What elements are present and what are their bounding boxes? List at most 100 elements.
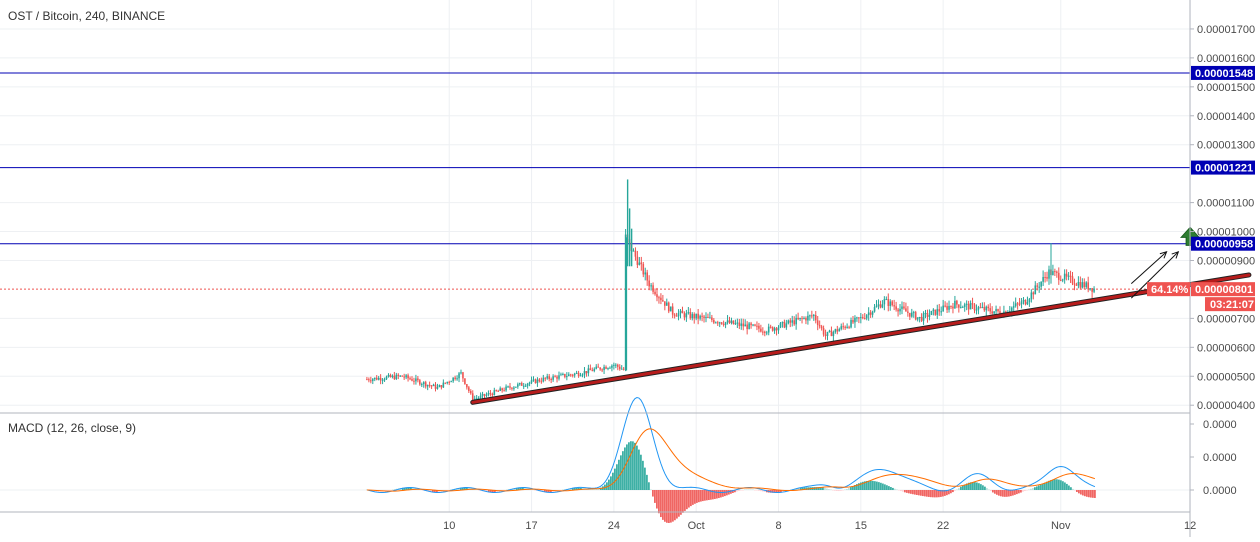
macd-histogram-bar — [846, 488, 848, 490]
candle-body — [722, 323, 725, 325]
macd-histogram-bar — [1042, 483, 1044, 490]
macd-histogram-bar — [884, 484, 886, 490]
macd-histogram-bar — [1060, 480, 1062, 490]
macd-histogram-bar — [752, 489, 754, 490]
macd-histogram-bar — [896, 489, 898, 490]
candle-body — [877, 304, 880, 306]
macd-histogram-bar — [506, 489, 508, 490]
macd-histogram-bar — [1034, 487, 1036, 490]
countdown-badge — [1205, 297, 1255, 312]
candle-body — [636, 256, 639, 265]
candle-body — [999, 311, 1001, 315]
candle-body — [793, 320, 795, 325]
candle-body — [548, 376, 550, 380]
candle-body — [997, 309, 999, 312]
candle-body — [513, 387, 515, 389]
macd-histogram-bar — [1012, 490, 1014, 496]
macd-histogram-bar — [1088, 490, 1090, 498]
candle-body — [558, 375, 560, 379]
macd-histogram-bar — [952, 490, 954, 493]
candle-body — [852, 320, 854, 323]
candle-body — [632, 250, 635, 252]
macd-histogram-bar — [734, 490, 736, 493]
macd-histogram-bar — [870, 480, 872, 490]
candle-body — [828, 330, 831, 332]
candle-body — [934, 309, 937, 315]
candle-body — [615, 364, 617, 366]
macd-histogram-bar — [1052, 479, 1054, 490]
candle-body — [971, 303, 974, 305]
candle-body — [963, 304, 966, 307]
candle-body — [669, 306, 672, 312]
candle-body — [863, 318, 866, 320]
macd-histogram-bar — [662, 490, 664, 520]
candle-body — [393, 375, 396, 380]
candle-body — [587, 368, 590, 374]
candle-body — [983, 306, 986, 311]
macd-histogram-bar — [466, 487, 468, 490]
candle-body — [566, 376, 568, 378]
candle-body — [1022, 299, 1025, 302]
macd-histogram-bar — [490, 490, 492, 493]
candle-body — [693, 314, 696, 319]
macd-histogram-bar — [992, 490, 994, 493]
price-candles-layer — [366, 179, 1095, 404]
candle-body — [460, 372, 462, 374]
candle-body — [912, 312, 915, 314]
candle-body — [595, 366, 598, 369]
candle-body — [916, 317, 919, 320]
y-tick-label: 0.00001000 — [1197, 227, 1255, 239]
candle-body — [679, 310, 682, 314]
candle-body — [1059, 279, 1062, 281]
macd-histogram-bar — [972, 482, 974, 490]
candle-body — [1079, 282, 1082, 288]
candle-body — [609, 367, 611, 369]
macd-histogram-bar — [548, 490, 550, 493]
candle-body — [493, 390, 496, 395]
candle-body — [652, 285, 654, 292]
macd-histogram-bar — [1000, 490, 1002, 497]
candle-body — [573, 373, 576, 376]
macd-histogram-bar — [580, 487, 582, 490]
candle-body — [687, 312, 690, 314]
macd-histogram-bar — [408, 487, 410, 490]
macd-histogram-bar — [822, 487, 824, 490]
candle-body — [803, 318, 805, 320]
candle-body — [842, 326, 844, 328]
candle-body — [366, 379, 368, 381]
x-tick-label: 22 — [937, 520, 949, 532]
macd-histogram-bar — [828, 489, 830, 490]
candle-body — [622, 368, 625, 370]
candle-body — [660, 297, 662, 301]
macd-histogram-bar — [888, 486, 890, 490]
y-tick-label: 0.00001700 — [1197, 24, 1255, 36]
macd-histogram-bar — [434, 490, 436, 493]
macd-histogram-bar — [964, 484, 966, 490]
candle-body — [593, 368, 596, 372]
candle-body — [1087, 282, 1089, 290]
candle-body — [714, 322, 717, 324]
candle-body — [507, 386, 509, 388]
x-tick-label: 15 — [855, 520, 867, 532]
macd-histogram-bar — [624, 447, 626, 490]
candle-body — [820, 326, 823, 329]
macd-histogram-bar — [610, 476, 612, 490]
candle-body — [765, 332, 768, 334]
candle-body — [526, 383, 529, 386]
macd-histogram-bar — [712, 490, 714, 500]
candle-body — [856, 317, 858, 319]
macd-histogram-bar — [680, 490, 682, 515]
macd-histogram-bar — [942, 490, 944, 497]
candle-body — [1008, 311, 1011, 313]
macd-histogram-bar — [736, 490, 738, 492]
candle-body — [491, 393, 494, 395]
macd-histogram-bar — [856, 484, 858, 490]
macd-histogram-bar — [1082, 490, 1084, 496]
candle-body — [973, 304, 976, 311]
macd-histogram-bar — [464, 487, 466, 490]
macd-histogram-bar — [1062, 481, 1064, 490]
macd-histogram-bar — [688, 490, 690, 508]
candle-body — [822, 328, 825, 335]
macd-histogram-bar — [616, 464, 618, 490]
